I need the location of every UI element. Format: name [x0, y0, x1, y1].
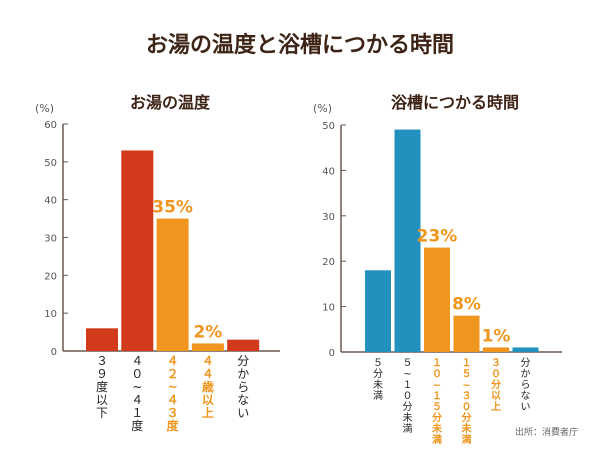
bar [86, 328, 118, 351]
data-label: 2% [193, 322, 222, 342]
bar [121, 150, 154, 351]
x-tick-label: １５~３０分未満 [461, 357, 472, 446]
y-tick-label: 10 [322, 303, 335, 314]
y-tick-label: 40 [44, 196, 57, 207]
x-tick-label: ５~１０分未満 [403, 358, 413, 435]
y-tick-label: 50 [44, 158, 57, 169]
y-tick-label: 10 [44, 309, 57, 320]
bar [424, 247, 450, 352]
bar [512, 347, 539, 352]
bar [483, 347, 509, 352]
x-tick-label: ３０分以上 [491, 357, 501, 413]
y-axis-unit: (%) [313, 102, 332, 115]
x-tick-label: 分からない [521, 357, 531, 413]
x-tick-label: １０~１５分未満 [431, 357, 442, 446]
source-note: 出所：消費者庁 [514, 428, 578, 438]
y-tick-label: 0 [329, 348, 335, 359]
y-tick-label: 30 [44, 234, 57, 245]
x-tick-label: ４２~４３度 [167, 354, 180, 433]
x-tick-label: ３９度以下 [96, 354, 108, 420]
bar [365, 270, 391, 352]
data-label: 23% [417, 227, 458, 247]
bar [453, 315, 480, 352]
data-label: 1% [482, 326, 511, 346]
data-label: 35% [152, 198, 193, 218]
y-tick-label: 20 [44, 271, 57, 282]
y-tick-label: 30 [322, 212, 335, 223]
y-tick-label: 60 [44, 120, 57, 131]
y-tick-label: 40 [322, 166, 335, 177]
bar [156, 218, 189, 351]
y-axis-unit: (%) [35, 102, 54, 115]
x-tick-label: ４０~４１度 [131, 354, 143, 433]
x-tick-label: ５分未満 [373, 358, 383, 402]
page-title: お湯の温度と浴槽につかる時間 [145, 33, 454, 58]
y-tick-label: 0 [51, 347, 57, 358]
chart-title: 浴槽につかる時間 [391, 93, 519, 112]
x-tick-label: ４４歳以上 [202, 354, 214, 420]
chart-title: お湯の温度 [130, 93, 211, 112]
bar [394, 129, 421, 352]
bar [191, 343, 224, 351]
y-tick-label: 20 [322, 257, 335, 268]
bar [227, 339, 260, 351]
y-tick-label: 50 [322, 121, 335, 132]
x-tick-label: 分からない [237, 354, 249, 420]
data-label: 8% [452, 295, 481, 315]
